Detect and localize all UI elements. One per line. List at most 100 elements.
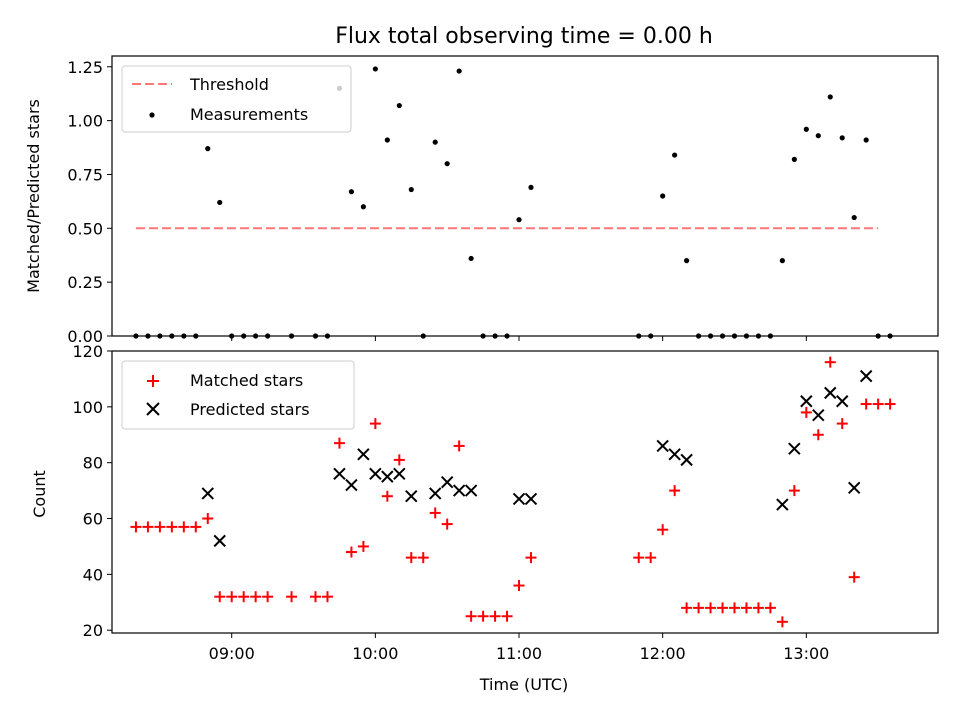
matched-star-point [633, 552, 645, 564]
matched-star-point [824, 356, 836, 368]
top-axes-frame [111, 55, 939, 337]
predicted-star-point [812, 409, 825, 422]
matched-star-point [405, 552, 417, 564]
matched-star-point [453, 440, 465, 452]
xtick-label: 11:00 [496, 644, 542, 663]
predicted-legend-label: Predicted stars [190, 400, 310, 419]
matched-star-point [238, 591, 250, 603]
matched-star-point [166, 521, 178, 533]
matched-star-point [705, 602, 717, 614]
matched-star-point [333, 437, 345, 449]
xtick-label: 12:00 [640, 644, 686, 663]
predicted-star-point [859, 369, 873, 383]
measurement-point [660, 193, 666, 199]
predicted-legend-marker [146, 402, 160, 416]
matched-star-point [286, 591, 298, 603]
predicted-star-point [524, 492, 538, 506]
measurement-point [468, 255, 474, 262]
predicted-star-point [369, 467, 382, 481]
predicted-star-point [333, 467, 346, 481]
matched-star-point [178, 521, 190, 533]
matched-star-point [310, 591, 322, 603]
measurement-point [672, 152, 678, 158]
predicted-star-point [201, 487, 214, 500]
measurement-point [372, 66, 378, 72]
matched-star-point [441, 518, 453, 530]
ytick-label: 40 [83, 565, 103, 584]
measurement-point [827, 94, 833, 100]
matched-star-point [884, 398, 896, 410]
measurements-legend-label: Measurements [190, 105, 308, 124]
measurement-point [348, 189, 355, 195]
measurement-point [815, 133, 821, 139]
matched-star-point [752, 602, 764, 614]
matched-star-point [381, 490, 393, 502]
chart-title: Flux total observing time = 0.00 h [335, 24, 713, 49]
bottom-legend-box [121, 360, 355, 430]
matched-star-point [393, 454, 405, 466]
predicted-star-point [345, 478, 358, 492]
matched-star-point [357, 540, 369, 552]
matched-star-point [250, 591, 262, 603]
matched-star-point [190, 521, 202, 533]
matched-star-point [860, 398, 872, 410]
matched-star-point [501, 610, 513, 622]
xtick-label: 09:00 [209, 644, 255, 663]
measurement-point [791, 156, 797, 162]
measurement-point [456, 68, 462, 74]
bottom-ylabel: Count [30, 470, 49, 518]
matched-star-point [262, 591, 274, 603]
measurement-point [408, 186, 414, 193]
measurement-point [360, 204, 366, 210]
matched-star-point [848, 571, 860, 583]
bottom-legend: Matched stars Predicted stars [121, 360, 355, 430]
matched-star-point [321, 591, 333, 603]
matched-star-point [717, 602, 729, 614]
predicted-star-point [836, 395, 849, 408]
measurement-point [528, 184, 534, 190]
ytick-label: 120 [72, 342, 103, 361]
predicted-star-point [393, 467, 406, 481]
matched-star-point [812, 429, 824, 441]
predicted-star-point [656, 439, 669, 453]
predicted-star-point [357, 448, 370, 461]
matched-legend-marker [147, 375, 159, 387]
predicted-star-point [680, 453, 693, 467]
top-ylabel: Matched/Predicted stars [24, 99, 43, 293]
matched-star-point [214, 591, 226, 603]
matched-star-point [202, 513, 214, 525]
ytick-label: 100 [72, 398, 103, 417]
matched-star-point [369, 418, 381, 430]
bottom-plot-area: 20 40 60 80 100 120 09:00 10:00 11:00 12:00 13:00 [72, 342, 896, 663]
ytick-label: 1.25 [67, 58, 103, 77]
matched-star-point [465, 610, 477, 622]
measurement-point [803, 126, 809, 132]
matched-star-point [477, 610, 489, 622]
ytick-label: 1.00 [67, 112, 103, 131]
matched-star-point [788, 485, 800, 497]
matched-star-point [800, 406, 812, 418]
xtick-label: 13:00 [783, 644, 829, 663]
measurement-point [384, 137, 390, 143]
measurement-point [205, 146, 211, 152]
top-plot-area: 0.00 0.25 0.50 0.75 1.00 1.25 [67, 58, 893, 346]
xtick-label: 10:00 [352, 644, 398, 663]
matched-star-point [142, 521, 154, 533]
measurement-point [217, 199, 223, 206]
measurement-point [684, 258, 690, 264]
matched-star-point [681, 602, 693, 614]
predicted-star-point [429, 487, 442, 500]
matched-star-point [489, 610, 501, 622]
predicted-star-point [381, 470, 394, 483]
ytick-label: 0.75 [67, 165, 103, 184]
matched-star-point [525, 552, 537, 564]
matched-star-point [154, 521, 166, 533]
predicted-star-point [847, 481, 861, 495]
matched-star-point [226, 591, 238, 603]
predicted-star-point [800, 395, 813, 408]
matched-star-point [776, 616, 788, 628]
ytick-label: 0.50 [67, 219, 103, 238]
matched-star-point [130, 521, 142, 533]
predicted-star-point [824, 386, 837, 400]
